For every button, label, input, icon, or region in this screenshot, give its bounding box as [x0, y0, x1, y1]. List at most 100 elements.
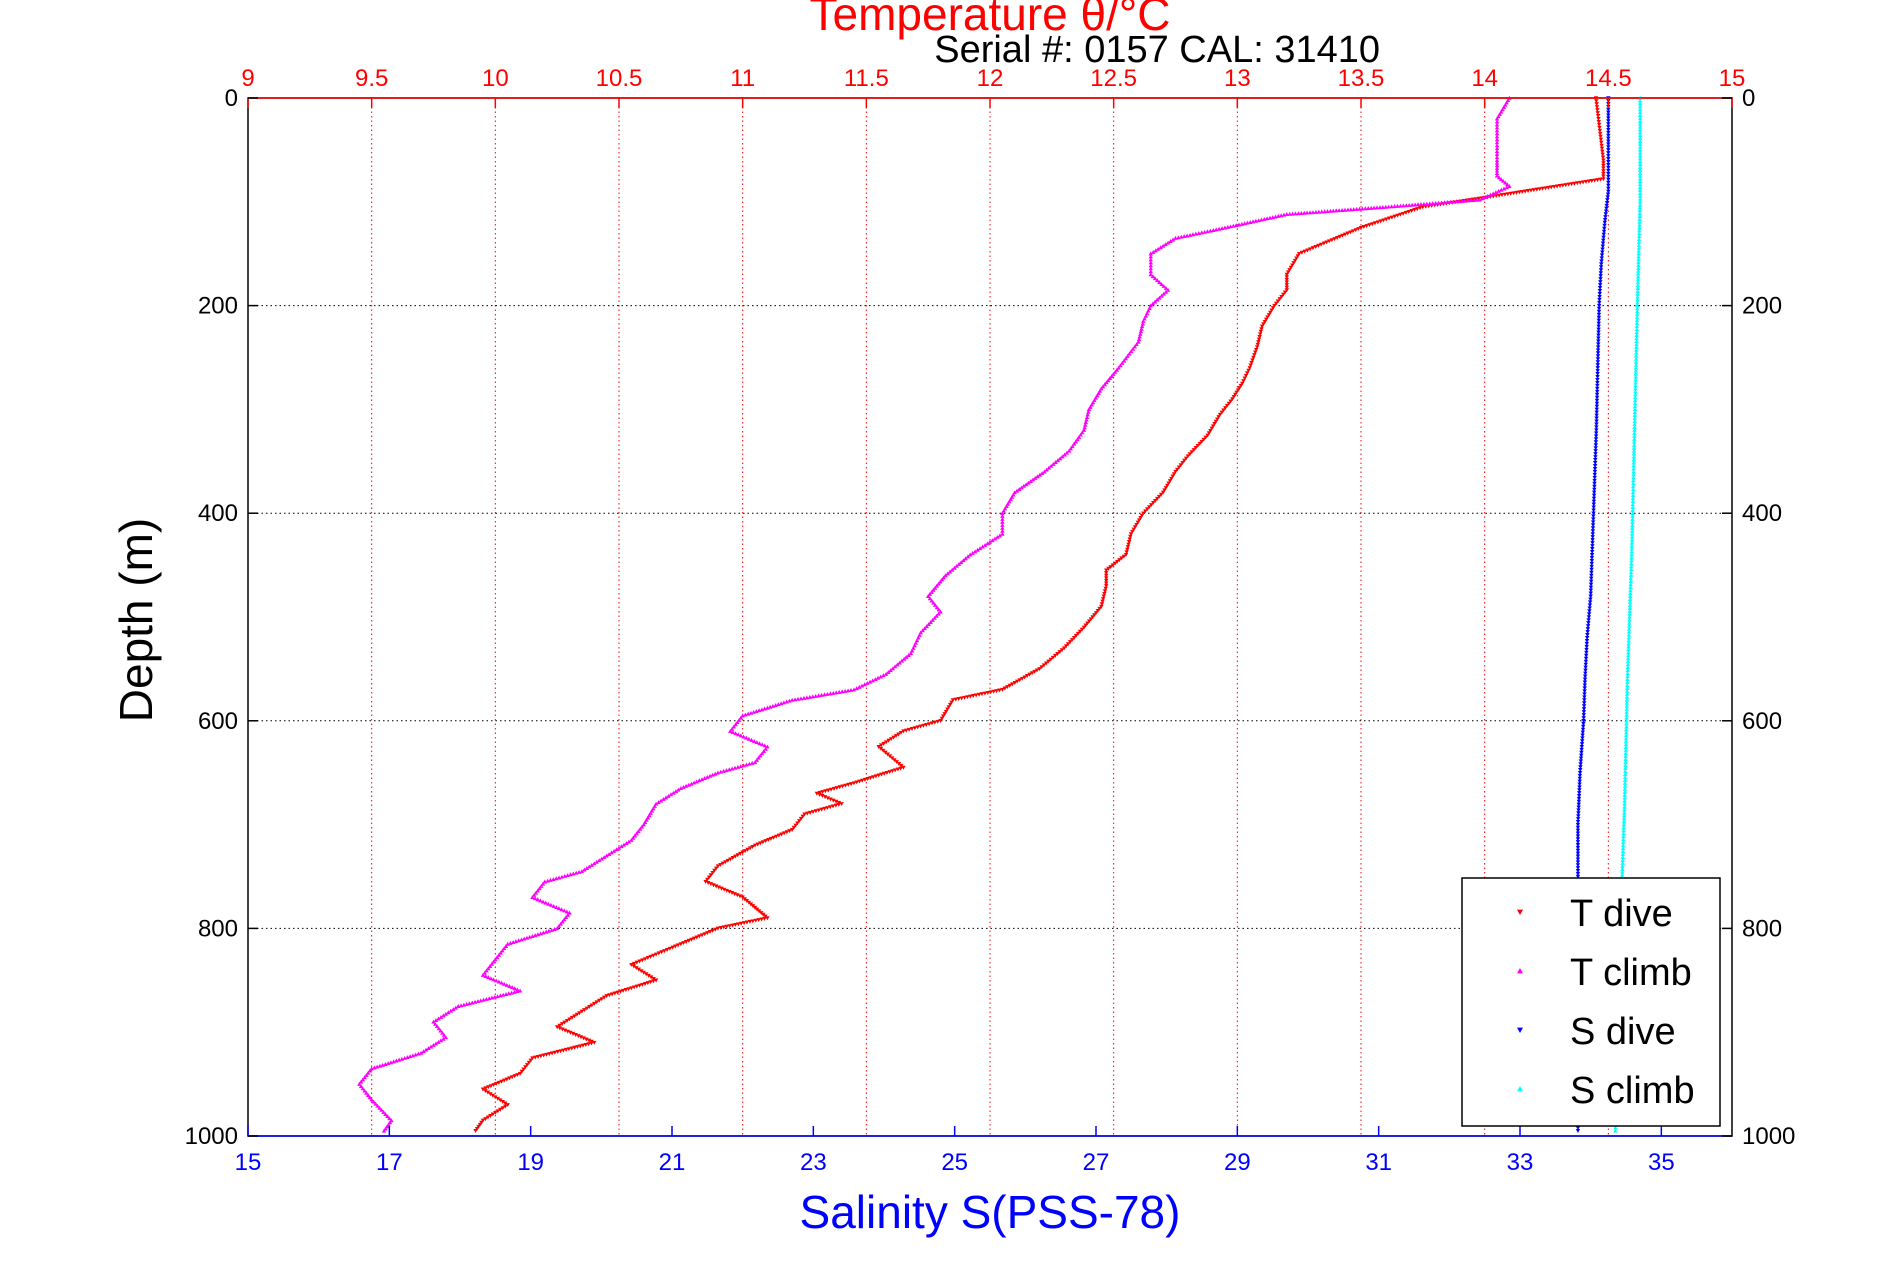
data-point	[1237, 386, 1242, 391]
data-point	[1596, 318, 1602, 323]
data-point	[556, 875, 562, 880]
data-point	[641, 822, 646, 827]
data-point	[1163, 289, 1169, 294]
data-point	[797, 819, 802, 824]
data-point	[1635, 271, 1641, 276]
data-point	[1050, 655, 1056, 660]
data-point	[1134, 342, 1139, 347]
data-point	[1136, 337, 1142, 342]
data-point	[1583, 659, 1589, 664]
data-point	[576, 869, 582, 874]
data-point	[1576, 796, 1582, 801]
data-point	[1584, 638, 1590, 643]
data-point	[1014, 488, 1020, 493]
data-point	[1577, 776, 1583, 781]
data-point	[1507, 184, 1512, 188]
data-point	[1000, 519, 1005, 524]
data-point	[1606, 113, 1611, 118]
data-point	[762, 706, 767, 711]
data-point	[1588, 597, 1593, 602]
data-point	[1588, 594, 1593, 599]
legend-marker	[1517, 968, 1523, 974]
data-point	[1258, 329, 1264, 334]
data-point	[1626, 632, 1632, 637]
data-point	[1603, 215, 1608, 220]
data-point	[539, 883, 544, 888]
data-point	[1082, 425, 1087, 430]
data-point	[1622, 810, 1627, 815]
data-point	[467, 1001, 472, 1006]
data-point	[1575, 874, 1581, 879]
data-point	[1109, 373, 1114, 378]
data-point	[499, 1079, 504, 1084]
data-point	[1305, 248, 1310, 253]
data-point	[746, 900, 752, 905]
data-point	[1348, 230, 1353, 235]
data-point	[1290, 263, 1295, 268]
data-point	[1633, 380, 1638, 385]
data-point	[925, 594, 931, 598]
data-point	[995, 534, 1000, 539]
data-point	[629, 837, 634, 842]
data-point	[1631, 484, 1636, 489]
data-point	[1587, 609, 1592, 614]
data-point	[1021, 483, 1027, 488]
data-point	[1023, 482, 1029, 487]
data-point	[1585, 624, 1591, 629]
data-point	[1599, 143, 1604, 148]
data-point	[1498, 177, 1504, 182]
data-point	[611, 848, 617, 853]
data-point	[503, 943, 509, 948]
data-point	[1141, 511, 1146, 516]
data-point	[578, 1035, 584, 1040]
data-point	[581, 1036, 586, 1041]
data-point	[1626, 626, 1632, 631]
data-point	[1161, 283, 1166, 288]
data-point	[1587, 606, 1592, 611]
data-point	[1591, 511, 1596, 516]
data-point	[1459, 198, 1465, 203]
data-point	[551, 903, 556, 908]
data-point	[1630, 522, 1635, 527]
data-point	[576, 1034, 581, 1039]
data-point	[1339, 207, 1345, 212]
data-point	[1125, 545, 1131, 550]
data-point	[1319, 209, 1324, 214]
data-point	[1625, 671, 1630, 676]
data-point	[1606, 122, 1611, 127]
data-point	[1621, 840, 1626, 845]
data-point	[721, 887, 727, 892]
data-point	[1121, 358, 1127, 363]
data-point	[500, 1099, 505, 1104]
data-point	[1100, 384, 1106, 389]
data-point	[1599, 259, 1604, 264]
data-point	[1157, 280, 1162, 285]
data-point	[379, 1107, 384, 1112]
data-point	[1189, 450, 1195, 455]
data-point	[486, 1085, 491, 1090]
top-tick-label: 10	[482, 65, 509, 92]
data-point	[632, 833, 638, 838]
data-point	[1606, 177, 1611, 182]
data-point	[721, 768, 726, 773]
data-point	[878, 746, 884, 751]
data-point	[1226, 401, 1232, 406]
data-point	[579, 869, 585, 874]
data-point	[862, 682, 867, 687]
data-point	[920, 628, 925, 633]
data-point	[744, 735, 749, 740]
data-point	[562, 917, 567, 922]
data-point	[391, 1059, 396, 1064]
data-point	[481, 997, 486, 1002]
data-point	[875, 675, 881, 680]
data-point	[1579, 753, 1584, 758]
data-point	[1627, 599, 1633, 604]
data-point	[1629, 531, 1635, 536]
data-point	[804, 695, 810, 700]
data-point	[1596, 122, 1602, 127]
data-point	[1250, 358, 1255, 363]
data-point	[521, 1067, 526, 1072]
data-point	[1027, 672, 1032, 677]
data-point	[1242, 376, 1247, 381]
data-point	[559, 907, 564, 912]
